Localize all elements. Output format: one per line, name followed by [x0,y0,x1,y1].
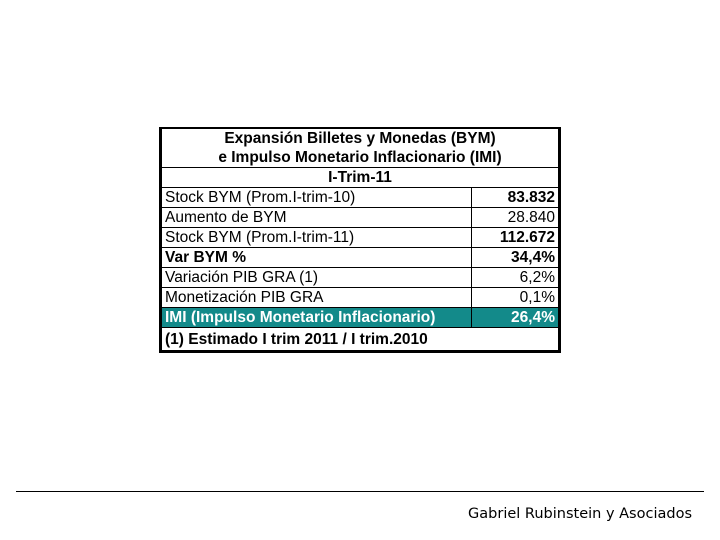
row-label: Aumento de BYM [161,207,472,228]
table-row: Aumento de BYM 28.840 [161,207,559,228]
row-label: IMI (Impulso Monetario Inflacionario) [161,307,472,328]
table-period: I-Trim-11 [161,167,559,188]
footer-text: Gabriel Rubinstein y Asociados [468,506,692,522]
row-value: 83.832 [471,187,559,208]
table-title-row-2: e Impulso Monetario Inflacionario (IMI) [161,148,559,168]
table-row: Monetización PIB GRA 0,1% [161,287,559,308]
table-period-row: I-Trim-11 [161,167,559,188]
row-value: 34,4% [471,247,559,268]
table-note: (1) Estimado I trim 2011 / I trim.2010 [161,327,559,351]
table-row: Variación PIB GRA (1) 6,2% [161,267,559,288]
table-title-row-1: Expansión Billetes y Monedas (BYM) [161,129,559,148]
row-label: Stock BYM (Prom.I-trim-11) [161,227,472,248]
row-label: Variación PIB GRA (1) [161,267,472,288]
table-title-line-2: e Impulso Monetario Inflacionario (IMI) [161,148,559,168]
row-label: Var BYM % [161,247,472,268]
row-label: Monetización PIB GRA [161,287,472,308]
data-table: Expansión Billetes y Monedas (BYM) e Imp… [161,129,559,351]
table-row: Var BYM % 34,4% [161,247,559,268]
table-note-row: (1) Estimado I trim 2011 / I trim.2010 [161,327,559,351]
table-title-line-1: Expansión Billetes y Monedas (BYM) [161,129,559,148]
table-row: Stock BYM (Prom.I-trim-11) 112.672 [161,227,559,248]
row-label: Stock BYM (Prom.I-trim-10) [161,187,472,208]
table-row: Stock BYM (Prom.I-trim-10) 83.832 [161,187,559,208]
row-value: 0,1% [471,287,559,308]
row-value: 6,2% [471,267,559,288]
row-value: 112.672 [471,227,559,248]
footer-divider [16,491,704,492]
row-value: 28.840 [471,207,559,228]
row-value: 26,4% [471,307,559,328]
table-row-highlight: IMI (Impulso Monetario Inflacionario) 26… [161,307,559,328]
bym-table: Expansión Billetes y Monedas (BYM) e Imp… [159,127,561,353]
